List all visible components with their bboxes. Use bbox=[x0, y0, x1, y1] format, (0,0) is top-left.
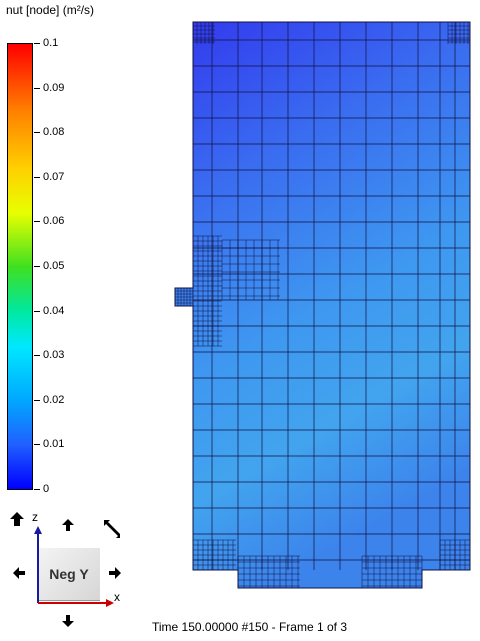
colorbar-tick-label: 0.08 bbox=[43, 126, 65, 139]
colorbar-tick bbox=[34, 221, 40, 223]
mesh-outline bbox=[174, 21, 471, 589]
mesh-domain[interactable] bbox=[174, 21, 471, 589]
legend-title: nut [node] (m²/s) bbox=[6, 3, 95, 17]
zoom-fit-icon[interactable] bbox=[102, 520, 120, 538]
colorbar-tick bbox=[34, 87, 40, 89]
view-home-icon[interactable] bbox=[8, 510, 26, 528]
colorbar-tick bbox=[34, 266, 40, 267]
colorbar-tick-label: 0.06 bbox=[43, 215, 65, 228]
colorbar-tick-label: 0.1 bbox=[43, 37, 59, 49]
colorbar-tick-label: 0.07 bbox=[43, 170, 65, 183]
colorbar-tick-label: 0.09 bbox=[43, 81, 65, 94]
colorbar-tick bbox=[34, 176, 40, 178]
colorbar-tick-label: 0.02 bbox=[43, 393, 65, 406]
colorbar-tick bbox=[34, 310, 40, 312]
colorbar-tick-label: 0.05 bbox=[43, 260, 65, 272]
rotate-left-icon[interactable] bbox=[10, 564, 28, 582]
colorbar-tick bbox=[34, 355, 40, 357]
axis-x-arrow-icon bbox=[106, 599, 114, 607]
colorbar-tick-label: 0 bbox=[43, 483, 50, 495]
time-frame-status: Time 150.00000 #150 - Frame 1 of 3 bbox=[152, 620, 347, 634]
axis-triad bbox=[34, 526, 114, 607]
view-orientation-button[interactable]: Neg Y bbox=[38, 548, 100, 601]
colorbar-tick bbox=[34, 132, 40, 134]
colorbar bbox=[7, 43, 33, 490]
mesh-refined-regions bbox=[174, 21, 471, 588]
axis-z-arrow-icon bbox=[34, 526, 42, 534]
rotate-up-icon[interactable] bbox=[59, 516, 77, 534]
rotate-down-icon[interactable] bbox=[59, 612, 77, 630]
colorbar-tick-label: 0.03 bbox=[43, 349, 65, 362]
mesh-gridlines bbox=[193, 22, 470, 570]
colorbar-tick bbox=[34, 43, 40, 44]
colorbar-tick bbox=[34, 444, 40, 446]
axis-x-label: x bbox=[114, 590, 120, 604]
colorbar-tick-label: 0.01 bbox=[43, 438, 65, 451]
colorbar-tick bbox=[34, 489, 40, 490]
colorbar-tick bbox=[34, 399, 40, 401]
colorbar-tick-label: 0.04 bbox=[43, 304, 65, 317]
axis-z-label: z bbox=[32, 510, 38, 524]
rotate-right-icon[interactable] bbox=[106, 564, 124, 582]
